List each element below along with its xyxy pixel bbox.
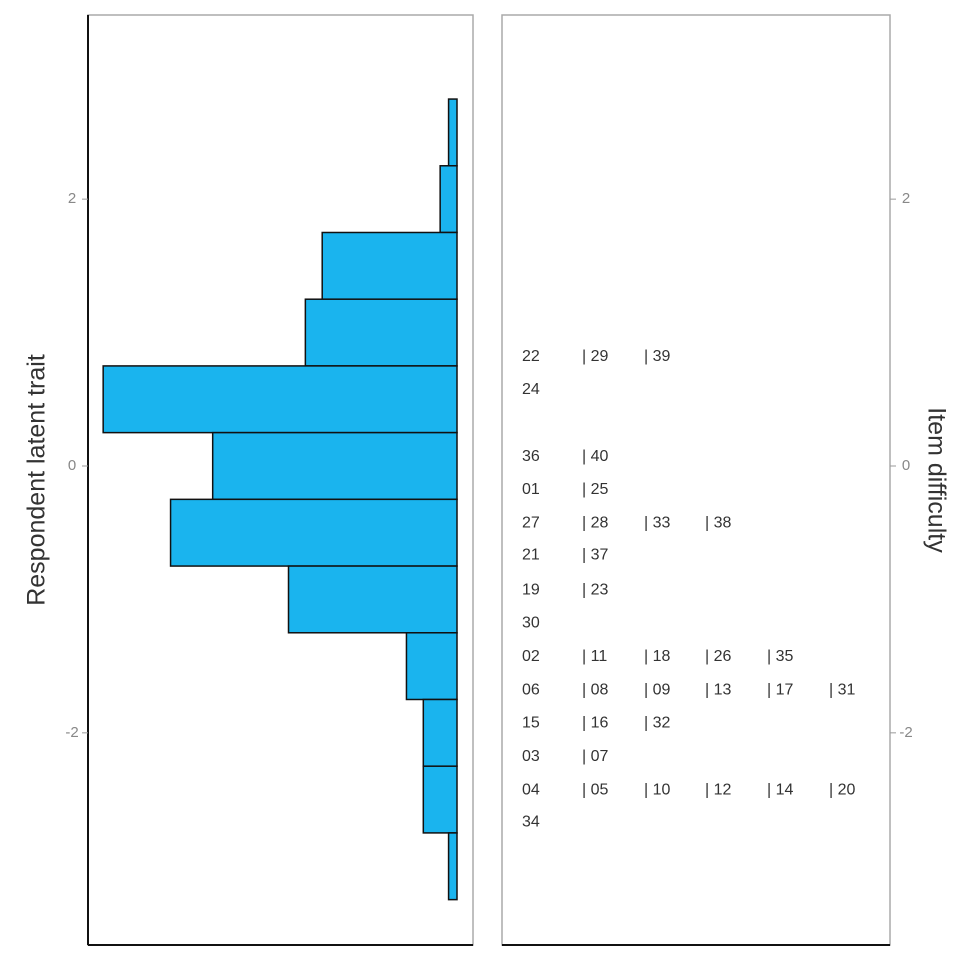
histogram-bar [171,499,457,566]
item-label: 02 [522,648,540,665]
item-label: 30 [522,615,540,632]
item-label: | 38 [705,515,732,532]
histogram-bar [449,99,457,166]
y-tick-label: 2 [68,190,76,207]
item-label: | 23 [582,581,609,598]
histogram-bar [103,366,457,433]
item-label: | 39 [644,348,671,365]
item-label: 22 [522,348,540,365]
item-label: | 29 [582,348,609,365]
item-label: | 11 [582,648,607,665]
item-label: | 07 [582,748,609,765]
item-label: | 26 [705,648,732,665]
item-label: 19 [522,581,540,598]
item-label: 06 [522,681,540,698]
y-tick-label: 0 [68,457,76,474]
chart: Respondent latent trait Item difficulty … [0,0,953,955]
item-label: | 37 [582,547,609,564]
item-label: 03 [522,748,540,765]
item-label: | 12 [705,781,732,798]
histogram-bar [322,232,457,299]
item-label: 01 [522,481,540,498]
item-label: | 05 [582,781,609,798]
item-label: | 09 [644,681,671,698]
item-label: | 40 [582,448,609,465]
histogram-bar [440,166,457,233]
histogram-bar [289,566,457,633]
item-label: | 08 [582,681,609,698]
item-label: | 32 [644,715,671,732]
y-axis-title: Respondent latent trait [23,354,51,606]
item-label: | 18 [644,648,671,665]
page: Respondent latent trait Item difficulty … [0,0,953,955]
item-label: 21 [522,547,540,564]
item-label: | 28 [582,515,609,532]
item-label: | 16 [582,715,609,732]
y2-axis-title: Item difficulty [922,407,950,553]
item-label: 24 [522,381,540,398]
item-label: | 14 [767,781,794,798]
item-label: | 10 [644,781,671,798]
item-label: 36 [522,448,540,465]
item-label: | 35 [767,648,794,665]
item-label: | 13 [705,681,732,698]
histogram-bar [423,699,457,766]
histogram-bar [305,299,457,366]
y2-tick-label: 2 [902,190,910,207]
y-tick-label: -2 [65,724,78,741]
item-label: | 31 [829,681,856,698]
item-label: 04 [522,781,540,798]
histogram-bar [213,433,457,500]
y2-tick-label: -2 [899,724,912,741]
histogram-bar [423,766,457,833]
histogram-bar [406,633,457,700]
histogram-bar [449,833,457,900]
item-label: | 17 [767,681,794,698]
item-label: | 25 [582,481,609,498]
item-label: | 33 [644,515,671,532]
item-label: | 20 [829,781,856,798]
item-label: 15 [522,715,540,732]
right-panel [502,15,890,945]
y2-tick-label: 0 [902,457,910,474]
item-label: 27 [522,515,540,532]
item-label: 34 [522,813,540,830]
